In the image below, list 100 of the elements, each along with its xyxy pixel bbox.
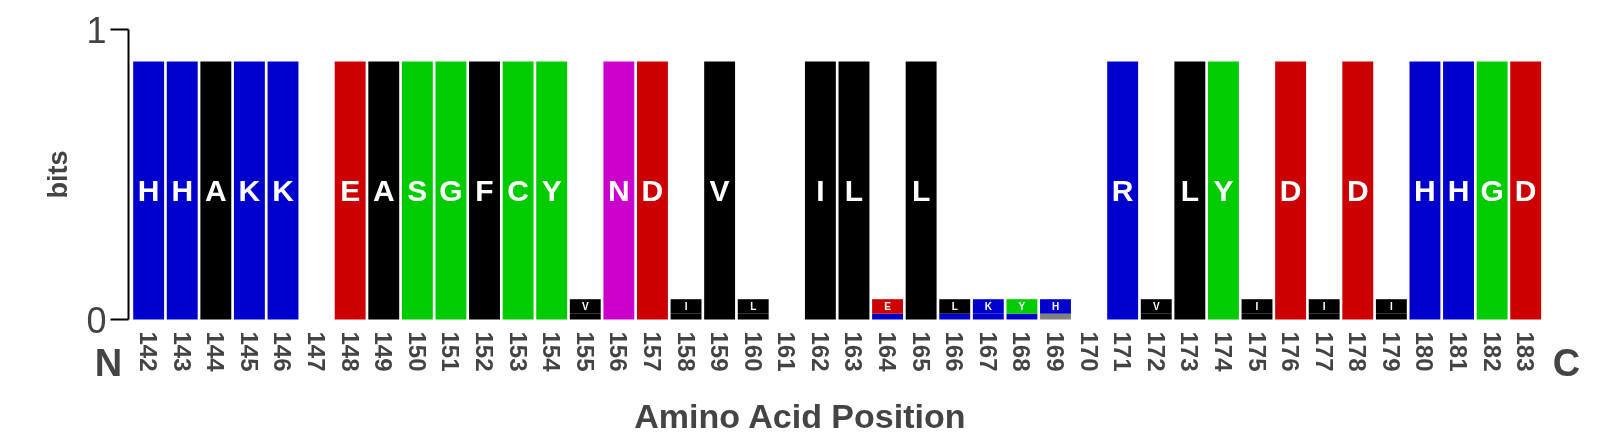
bar <box>1409 61 1441 320</box>
x-tick-label: 143 <box>168 331 196 372</box>
x-tick-label: 178 <box>1344 331 1372 372</box>
x-tick-label: 168 <box>1008 331 1036 372</box>
series-label: K <box>984 300 993 312</box>
bar <box>1443 61 1474 320</box>
text: K <box>238 173 261 207</box>
x-tick-label: 161 <box>773 331 801 372</box>
x-tick-label: 153 <box>504 331 532 372</box>
x-tick-label: 156 <box>605 331 633 372</box>
bar <box>1006 299 1038 314</box>
text: I <box>1255 300 1259 312</box>
text: D <box>641 173 664 207</box>
text: C <box>1552 341 1581 384</box>
series-label: S <box>407 173 428 207</box>
text: G <box>1480 173 1504 207</box>
text: V <box>1152 300 1160 312</box>
text: I <box>816 173 825 207</box>
bar <box>267 61 299 320</box>
y-tick-label: 1 <box>86 9 107 51</box>
x-tick-label: 154 <box>538 331 566 373</box>
text: E <box>340 173 361 207</box>
x-tick-label: 164 <box>874 331 902 373</box>
bar <box>939 299 971 314</box>
bar <box>804 61 836 320</box>
x-tick-label: 182 <box>1478 331 1506 372</box>
x-tick-label: 176 <box>1277 331 1305 372</box>
x-tick-label: 179 <box>1377 331 1405 372</box>
bar <box>233 61 265 320</box>
text: I <box>1322 300 1326 312</box>
x-tick-label: 146 <box>269 331 297 372</box>
text: Y <box>541 173 562 207</box>
text: D <box>1346 173 1369 207</box>
x-tick-label: 149 <box>370 331 398 372</box>
x-tick-label: 158 <box>672 331 700 372</box>
series-label: L <box>750 300 757 312</box>
text: V <box>709 173 730 207</box>
bar <box>435 61 467 320</box>
bar <box>1174 61 1206 320</box>
text: N <box>94 341 123 384</box>
bar <box>368 61 400 320</box>
x-tick-label: 170 <box>1075 331 1103 372</box>
y-tick-label: 0 <box>86 299 107 341</box>
bar <box>536 61 568 320</box>
x-tick-label: 175 <box>1243 331 1271 372</box>
series-label: F <box>475 173 494 207</box>
x-tick-label: 163 <box>840 331 868 372</box>
text: L <box>951 300 958 312</box>
bar <box>200 61 232 320</box>
text: L <box>911 173 931 207</box>
x-tick-label: 171 <box>1109 331 1137 372</box>
x-tick-label: 157 <box>638 331 666 372</box>
text: H <box>1447 173 1470 207</box>
x-tick-label: 151 <box>437 331 465 372</box>
x-tick-label: 152 <box>471 331 499 372</box>
series-label: V <box>581 300 589 312</box>
bar <box>637 61 668 320</box>
bar <box>838 61 870 320</box>
bar <box>1275 61 1307 320</box>
x-tick-label: 144 <box>202 331 230 373</box>
text: H <box>171 173 194 207</box>
text: D <box>1514 173 1537 207</box>
x-tick-label: 155 <box>571 331 599 372</box>
series-label: Y <box>1018 300 1026 312</box>
text: K <box>272 173 294 207</box>
x-tick-label: 159 <box>706 331 734 372</box>
series-label: G <box>439 173 463 207</box>
x-tick-label: 172 <box>1142 331 1170 372</box>
bar <box>469 61 500 320</box>
text: I <box>1389 300 1393 312</box>
x-tick-label: 148 <box>336 331 364 372</box>
text: L <box>844 173 864 207</box>
text: A <box>204 173 227 207</box>
x-tick-label: 181 <box>1445 331 1473 372</box>
series-label: N <box>608 173 630 207</box>
series-label: I <box>684 300 688 312</box>
x-tick-label: 167 <box>974 331 1002 372</box>
bar <box>704 61 736 320</box>
bar <box>334 61 366 320</box>
x-tick-label: 177 <box>1310 331 1338 372</box>
x-tick-label: 174 <box>1209 331 1237 373</box>
series-label: R <box>1111 173 1134 207</box>
x-axis-title: Amino Acid Position <box>634 396 966 435</box>
text: L <box>1180 173 1200 207</box>
bar <box>502 61 534 320</box>
x-tick-label: 150 <box>403 331 431 372</box>
series-label: A <box>372 173 395 207</box>
x-tick-label: 160 <box>739 331 767 372</box>
x-tick-label: 180 <box>1411 331 1439 372</box>
bar <box>401 61 433 320</box>
x-tick-label: 145 <box>235 331 263 372</box>
x-tick-label: 162 <box>806 331 834 372</box>
series-label: H <box>1051 300 1060 312</box>
bar <box>603 61 635 320</box>
x-tick-label: 173 <box>1176 331 1204 372</box>
bar <box>1107 61 1139 320</box>
bar <box>872 299 904 314</box>
bar <box>1040 313 1071 320</box>
bar <box>1476 61 1508 320</box>
x-tick-label: 142 <box>135 331 163 372</box>
